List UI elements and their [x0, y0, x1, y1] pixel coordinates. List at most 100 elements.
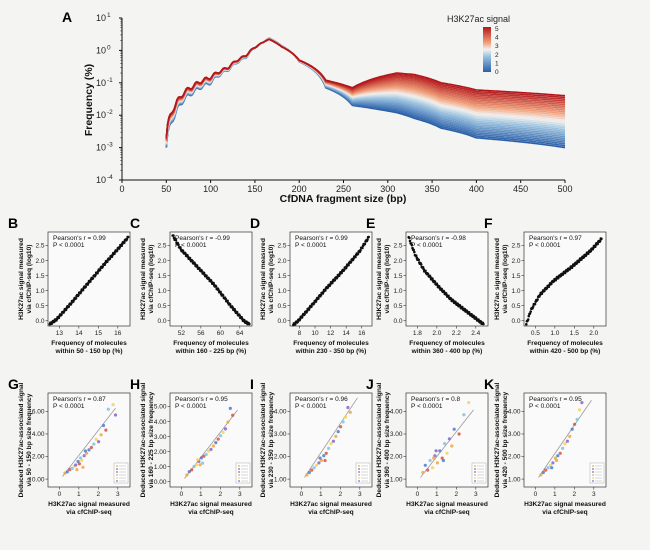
data-point — [575, 261, 579, 265]
x-tick-label: 10 — [311, 330, 319, 337]
data-point — [238, 314, 241, 317]
x-tick-label: 0 — [300, 491, 304, 498]
data-point — [349, 260, 353, 264]
y-tick-label: 1.00 — [154, 464, 167, 471]
y-tick-label: 3.00 — [508, 431, 521, 438]
data-point — [528, 312, 532, 315]
x-tick-label: 2.4 — [471, 330, 480, 337]
data-point — [126, 235, 130, 239]
data-point — [470, 313, 473, 316]
data-point — [204, 452, 208, 457]
data-point — [336, 430, 340, 434]
data-point — [408, 236, 411, 240]
regression-line — [62, 407, 116, 477]
data-point — [75, 468, 79, 472]
panel-letter-j: J — [366, 376, 374, 392]
legend-swatch — [238, 477, 240, 479]
data-point — [329, 442, 333, 446]
data-point — [181, 249, 185, 252]
y-axis-label: via 360 - 400 bp size frequency — [384, 391, 391, 488]
y-tick-label: 4.00 — [508, 409, 521, 416]
panel-f: F 0.5 1.0 1.5 2.0 0.0 0.5 1.0 1.5 2.0 2.5 Frequency… — [484, 215, 607, 355]
regression-line — [538, 400, 592, 478]
data-point — [201, 461, 205, 465]
data-point — [456, 302, 460, 306]
data-point — [312, 466, 316, 470]
y-tick-label: 2.0 — [393, 258, 402, 265]
panel-letter-e: E — [366, 215, 375, 231]
y-tick-label: 0.00 — [154, 479, 167, 486]
data-point — [566, 269, 569, 273]
data-point — [319, 293, 323, 297]
y-tick-label: 0.0 — [277, 318, 286, 325]
x-axis-label: via cfChIP-seq — [188, 509, 233, 516]
data-point — [433, 454, 437, 458]
x-axis-label: H3K27ac signal measured — [406, 501, 488, 508]
data-point — [327, 446, 331, 450]
panel-a: A Frequency (%) CfDNA fragment size (bp)… — [62, 9, 573, 205]
y-tick-label: 0.5 — [35, 303, 44, 310]
data-point — [577, 408, 582, 412]
data-point — [413, 250, 416, 254]
data-point — [440, 287, 444, 291]
data-point — [361, 246, 364, 250]
y-axis-label: H3K27ac signal measured — [376, 238, 383, 320]
panel-a-y-tick-label: 10 — [96, 78, 106, 88]
y-tick-label: 1.0 — [277, 288, 286, 295]
data-point — [87, 448, 91, 452]
panel-a-x-tick-label: 200 — [292, 184, 307, 194]
data-point — [347, 263, 350, 267]
x-tick-label: 2 — [97, 491, 101, 498]
data-point — [319, 458, 323, 463]
x-tick-label: 2.0 — [589, 330, 598, 337]
data-point — [235, 310, 239, 314]
y-tick-label: 2.5 — [511, 243, 520, 250]
panel-b: B 13 14 15 16 0.0 0.5 1.0 1.5 2.0 2.5 Frequency of … — [8, 215, 131, 355]
data-point — [224, 297, 227, 301]
x-axis-label: H3K27ac signal measured — [48, 501, 130, 508]
x-axis-label: Frequency of molecules — [527, 340, 603, 347]
panel-letter-a: A — [62, 9, 72, 25]
data-point — [447, 294, 450, 298]
data-point — [573, 422, 577, 426]
x-tick-label: 14 — [343, 330, 351, 337]
y-tick-label: 2.5 — [157, 243, 166, 250]
data-point — [53, 320, 56, 323]
colorbar-title: H3K27ac signal — [447, 14, 510, 24]
data-point — [67, 305, 70, 309]
legend-swatch — [238, 471, 240, 473]
panel-a-y-tick-exponent: 1 — [107, 12, 111, 19]
y-tick-label: 0.0 — [393, 318, 402, 325]
data-point — [545, 286, 549, 290]
data-point — [101, 265, 104, 268]
data-point — [226, 299, 229, 303]
data-point — [323, 458, 327, 463]
x-axis-label: Frequency of molecules — [409, 340, 485, 347]
panel-a-x-tick-label: 100 — [203, 184, 218, 194]
data-point — [575, 417, 579, 422]
x-tick-label: 1 — [319, 491, 323, 498]
x-tick-label: 3 — [474, 491, 478, 498]
data-point — [341, 420, 345, 424]
data-point — [91, 277, 95, 280]
x-axis-label: via cfChIP-seq — [424, 509, 469, 516]
legend-swatch — [474, 480, 476, 482]
data-point — [543, 289, 546, 293]
correlation-stat: P < 0.0001 — [53, 242, 85, 249]
data-point — [452, 427, 456, 431]
data-point — [356, 252, 360, 256]
correlation-stat: Pearson's r = 0.87 — [53, 396, 106, 403]
y-tick-label: 1.00 — [390, 476, 403, 483]
data-point — [431, 277, 434, 280]
y-tick-label: 0.00 — [32, 476, 45, 483]
x-tick-label: 3 — [592, 491, 596, 498]
data-point — [219, 434, 223, 438]
y-tick-label: 3.00 — [390, 431, 403, 438]
plot-frame — [405, 231, 489, 327]
data-point — [231, 306, 234, 309]
y-tick-label: 2.0 — [277, 258, 286, 265]
data-point — [70, 466, 74, 470]
panel-a-y-tick-label: 10 — [96, 175, 106, 185]
y-tick-label: 0.5 — [157, 303, 166, 310]
